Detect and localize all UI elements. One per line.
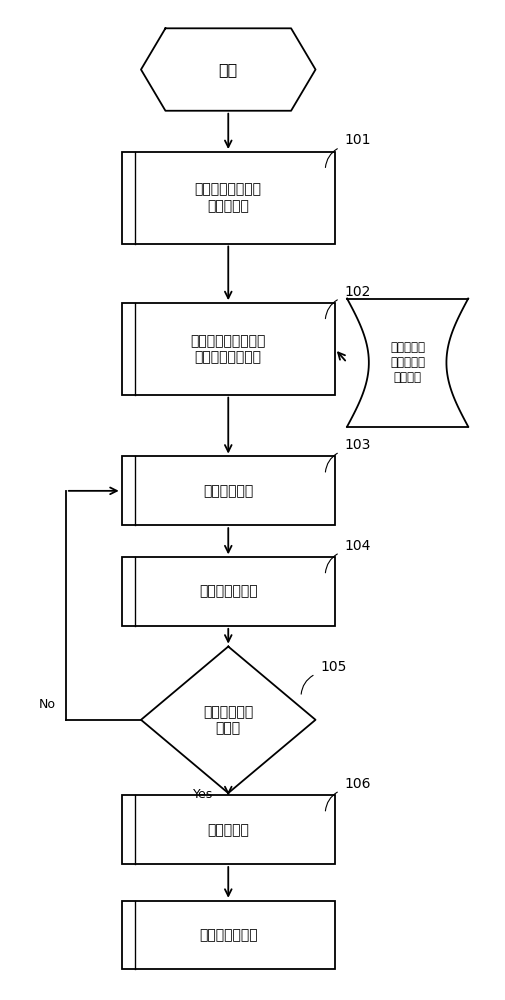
Polygon shape: [141, 647, 316, 793]
Bar: [122, 152, 335, 244]
Text: 104: 104: [344, 539, 371, 553]
Text: 指标计算条件
满足？: 指标计算条件 满足？: [203, 705, 254, 735]
Text: 继电保护性
能指标与规
约特征库: 继电保护性 能指标与规 约特征库: [390, 341, 425, 384]
Text: 101: 101: [344, 133, 371, 147]
Text: 指标值时间序列: 指标值时间序列: [199, 928, 258, 942]
Text: 开始: 开始: [219, 62, 238, 77]
Bar: [122, 901, 335, 969]
Text: 计算指标值: 计算指标值: [208, 823, 249, 837]
Text: 103: 103: [344, 438, 371, 452]
Text: 读取继保所属规约性
能指标及其特征码: 读取继保所属规约性 能指标及其特征码: [190, 334, 266, 364]
Text: 106: 106: [344, 777, 371, 791]
Text: 105: 105: [320, 660, 347, 674]
Bar: [122, 456, 335, 525]
Text: No: No: [39, 698, 56, 711]
Bar: [122, 795, 335, 864]
Text: 102: 102: [344, 285, 371, 299]
Polygon shape: [141, 28, 316, 111]
Bar: [122, 557, 335, 626]
Text: 确定继保类型和通
讯规约类型: 确定继保类型和通 讯规约类型: [195, 183, 262, 213]
Text: 匹配指标特征码: 匹配指标特征码: [199, 585, 258, 599]
Polygon shape: [347, 299, 468, 427]
Text: Yes: Yes: [193, 788, 214, 801]
Bar: [122, 303, 335, 395]
Text: 抓取通讯报文: 抓取通讯报文: [203, 484, 254, 498]
